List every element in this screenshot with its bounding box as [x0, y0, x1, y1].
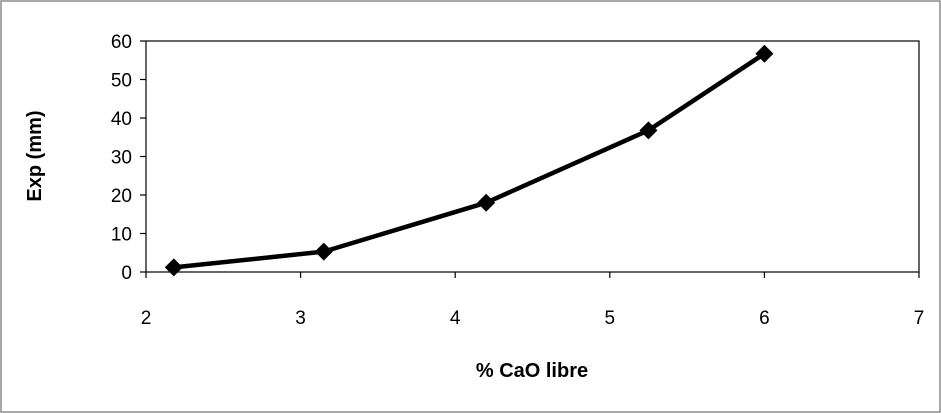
y-tick-label: 20: [111, 186, 132, 207]
y-axis-ticks: 0 10 20 30 40 50 60: [111, 32, 146, 284]
series-layer: [164, 44, 774, 277]
x-tick-label: 5: [605, 308, 616, 329]
x-tick-label: 4: [450, 308, 461, 329]
x-tick-label: 3: [295, 308, 306, 329]
x-axis-ticks: 2 3 4 5 6 7: [141, 272, 925, 329]
data-point: [477, 193, 496, 212]
data-point: [755, 44, 774, 63]
y-tick-label: 40: [111, 109, 132, 130]
x-axis-title: % CaO libre: [476, 360, 588, 382]
x-tick-label: 6: [759, 308, 770, 329]
y-tick-label: 30: [111, 148, 132, 169]
x-tick-label: 7: [914, 308, 925, 329]
x-tick-label: 2: [141, 308, 152, 329]
data-point: [314, 242, 333, 261]
y-tick-label: 50: [111, 71, 132, 92]
y-axis-title: Exp (mm): [24, 110, 46, 201]
data-point: [164, 258, 183, 277]
y-tick-label: 60: [111, 32, 132, 53]
y-tick-label: 0: [121, 263, 132, 284]
data-point: [639, 121, 658, 140]
y-tick-label: 10: [111, 225, 132, 246]
